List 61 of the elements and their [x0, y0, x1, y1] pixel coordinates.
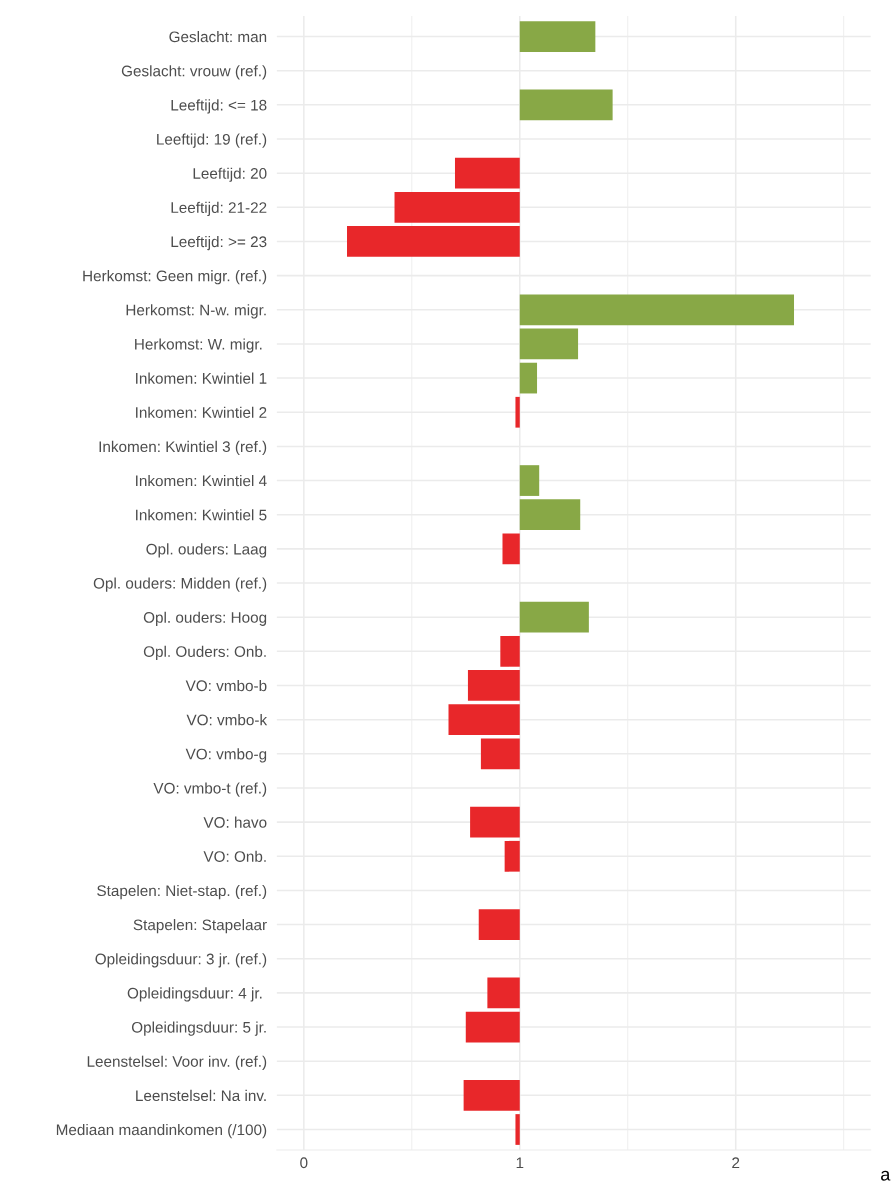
bar [487, 977, 520, 1009]
bar [515, 1114, 520, 1145]
y-tick-label: Opleidingsduur: 4 jr. [127, 987, 262, 1002]
bar [519, 328, 579, 360]
bar [470, 806, 520, 838]
y-tick-label: Leeftijd: 19 (ref.) [157, 133, 267, 148]
y-tick-label: Inkomen: Kwintiel 4 [136, 475, 267, 487]
y-tick-label: Opleidingsduur: 3 jr. (ref.) [95, 953, 267, 968]
x-tick-label: 0 [300, 1157, 308, 1169]
y-tick-label: Inkomen: Kwintiel 5 [136, 509, 267, 521]
x-tick-label: 1 [516, 1157, 524, 1169]
y-tick-label: Leeftijd: 21-22 [171, 201, 267, 217]
bar [394, 191, 520, 223]
y-tick-label: Leeftijd: <= 18 [171, 99, 267, 114]
bar [519, 89, 613, 121]
y-tick-label: Opl. ouders: Midden (ref.) [93, 577, 267, 592]
y-tick-label: Opleidingsduur: 5 jr. [131, 1021, 266, 1036]
bar [478, 909, 520, 940]
y-tick-label: Geslacht: vrouw (ref.) [121, 65, 267, 80]
y-tick-label: VO: Onb. [203, 850, 266, 862]
y-tick-label: Stapelen: Stapelaar [133, 919, 267, 934]
bar [448, 704, 520, 736]
bar [515, 396, 520, 428]
bar [519, 465, 540, 496]
bar [519, 21, 596, 52]
y-tick-label: Herkomst: N-w. migr. [126, 304, 266, 319]
y-tick-label: Mediaan maandinkomen (/100) [56, 1123, 267, 1139]
y-tick-label: VO: vmbo-k [186, 714, 268, 726]
x-tick-label: 2 [732, 1157, 740, 1169]
y-tick-label: Leeftijd: >= 23 [171, 235, 267, 251]
y-tick-label: Opl. ouders: Hoog [143, 611, 267, 626]
y-tick-label: VO: vmbo-g [185, 748, 267, 763]
y-tick-label: VO: havo [203, 816, 267, 828]
y-tick-label: Opl. ouders: Laag [146, 543, 267, 558]
y-tick-label: Opl. Ouders: Onb. [143, 645, 266, 661]
y-tick-label: VO: vmbo-t (ref.) [153, 782, 267, 797]
y-tick-label: Herkomst: Geen migr. (ref.) [83, 270, 267, 285]
y-tick-label: VO: vmbo-b [185, 679, 267, 692]
bar [519, 294, 795, 326]
y-tick-label: Leenstelsel: Voor inv. (ref.) [87, 1055, 267, 1070]
y-tick-label: Inkomen: Kwintiel 1 [136, 372, 267, 384]
bar [519, 601, 589, 633]
y-tick-label: Inkomen: Kwintiel 2 [136, 406, 267, 418]
bar [463, 1079, 520, 1111]
y-tick-label: Inkomen: Kwintiel 3 (ref.) [99, 440, 267, 456]
bar [480, 738, 520, 770]
y-tick-label: Geslacht: man [169, 31, 267, 43]
bar [467, 670, 520, 701]
y-tick-label: Leenstelsel: Na inv. [136, 1089, 266, 1102]
bar [519, 362, 538, 394]
y-tick-label: Stapelen: Niet-stap. (ref.) [97, 884, 267, 900]
bar [454, 157, 520, 189]
y-tick-label: Herkomst: W. migr. [135, 338, 262, 353]
bar [502, 533, 520, 565]
bar [465, 1011, 520, 1043]
bar [500, 635, 520, 667]
y-tick-label: Leeftijd: 20 [193, 167, 267, 182]
bar [347, 226, 520, 257]
text: a [881, 1170, 891, 1181]
bar [504, 840, 520, 872]
bar [519, 499, 581, 531]
